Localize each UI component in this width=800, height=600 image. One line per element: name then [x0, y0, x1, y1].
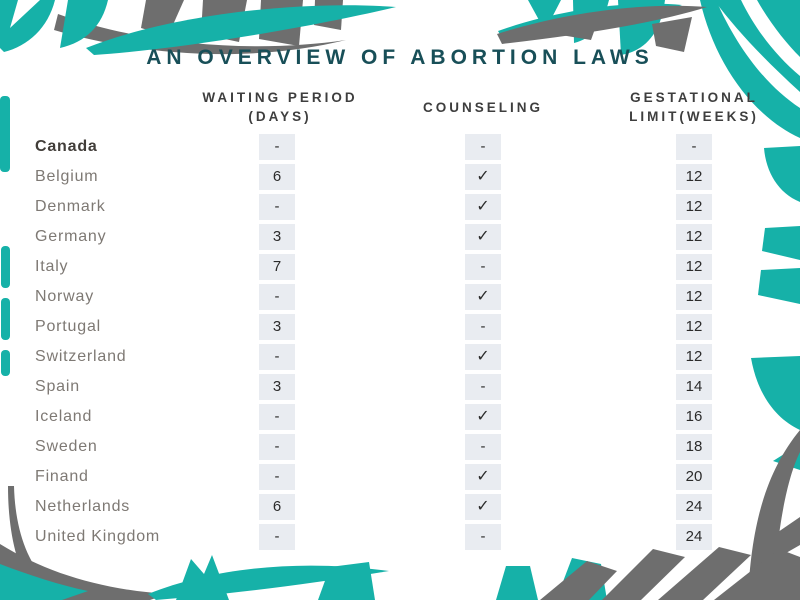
table-row: Belgium 6 ✓ 12 — [0, 162, 800, 192]
country-label: Finand — [35, 468, 89, 485]
waiting-period-value: - — [259, 344, 295, 370]
waiting-period-value: - — [259, 194, 295, 220]
column-header-line: (DAYS) — [248, 109, 312, 124]
counseling-check-icon: ✓ — [465, 494, 501, 520]
counseling-value: - — [465, 134, 501, 160]
counseling-check-icon: ✓ — [465, 224, 501, 250]
table-row: United Kingdom - - 24 — [0, 522, 800, 552]
counseling-value: - — [465, 524, 501, 550]
gestational-limit-value: 12 — [676, 194, 712, 220]
waiting-period-value: - — [259, 284, 295, 310]
table-row: Denmark - ✓ 12 — [0, 192, 800, 222]
country-label: Switzerland — [35, 348, 127, 365]
waiting-period-value: 6 — [259, 164, 295, 190]
counseling-check-icon: ✓ — [465, 164, 501, 190]
country-label: Iceland — [35, 408, 93, 425]
counseling-value: - — [465, 254, 501, 280]
country-label: Denmark — [35, 198, 106, 215]
column-header-line: COUNSELING — [422, 100, 543, 115]
counseling-check-icon: ✓ — [465, 404, 501, 430]
column-header-gestational-limit: GESTATIONAL LIMIT(WEEKS) — [584, 88, 800, 126]
counseling-check-icon: ✓ — [465, 284, 501, 310]
gestational-limit-value: 18 — [676, 434, 712, 460]
column-header-counseling: COUNSELING — [373, 98, 593, 117]
column-header-waiting-period: WAITING PERIOD (DAYS) — [170, 88, 390, 126]
waiting-period-value: - — [259, 524, 295, 550]
waiting-period-value: - — [259, 134, 295, 160]
country-label: Canada — [35, 138, 98, 155]
table-row: Germany 3 ✓ 12 — [0, 222, 800, 252]
table-row: Portugal 3 - 12 — [0, 312, 800, 342]
table-row: Netherlands 6 ✓ 24 — [0, 492, 800, 522]
country-label: Italy — [35, 258, 69, 275]
gestational-limit-value: 14 — [676, 374, 712, 400]
page-title: AN OVERVIEW OF ABORTION LAWS — [146, 46, 654, 69]
gestational-limit-value: 12 — [676, 254, 712, 280]
column-header-line: GESTATIONAL — [630, 90, 758, 105]
table-row: Spain 3 - 14 — [0, 372, 800, 402]
counseling-check-icon: ✓ — [465, 344, 501, 370]
waiting-period-value: 3 — [259, 224, 295, 250]
table-row: Canada - - - — [0, 132, 800, 162]
waiting-period-value: - — [259, 404, 295, 430]
country-label: Germany — [35, 228, 107, 245]
counseling-check-icon: ✓ — [465, 464, 501, 490]
waiting-period-value: 3 — [259, 314, 295, 340]
country-label: Netherlands — [35, 498, 131, 515]
country-label: Portugal — [35, 318, 101, 335]
table-row: Sweden - - 18 — [0, 432, 800, 462]
country-label: United Kingdom — [35, 528, 161, 545]
gestational-limit-value: 12 — [676, 314, 712, 340]
gestational-limit-value: 24 — [676, 524, 712, 550]
table-row: Italy 7 - 12 — [0, 252, 800, 282]
gestational-limit-value: 12 — [676, 224, 712, 250]
country-label: Spain — [35, 378, 80, 395]
column-header-line: LIMIT(WEEKS) — [629, 109, 759, 124]
counseling-value: - — [465, 314, 501, 340]
gestational-limit-value: 20 — [676, 464, 712, 490]
counseling-value: - — [465, 374, 501, 400]
table-row: Finand - ✓ 20 — [0, 462, 800, 492]
gestational-limit-value: 12 — [676, 344, 712, 370]
country-label: Norway — [35, 288, 95, 305]
country-label: Belgium — [35, 168, 99, 185]
gestational-limit-value: - — [676, 134, 712, 160]
column-header-line: WAITING PERIOD — [202, 90, 358, 105]
gestational-limit-value: 16 — [676, 404, 712, 430]
waiting-period-value: 7 — [259, 254, 295, 280]
waiting-period-value: 6 — [259, 494, 295, 520]
gestational-limit-value: 12 — [676, 164, 712, 190]
counseling-check-icon: ✓ — [465, 194, 501, 220]
counseling-value: - — [465, 434, 501, 460]
gestational-limit-value: 24 — [676, 494, 712, 520]
table-row: Norway - ✓ 12 — [0, 282, 800, 312]
waiting-period-value: - — [259, 434, 295, 460]
waiting-period-value: 3 — [259, 374, 295, 400]
table-body: Canada - - - Belgium 6 ✓ 12 Denmark - ✓ 12 Germany 3 ✓… — [0, 132, 800, 552]
table-row: Iceland - ✓ 16 — [0, 402, 800, 432]
gestational-limit-value: 12 — [676, 284, 712, 310]
table-row: Switzerland - ✓ 12 — [0, 342, 800, 372]
waiting-period-value: - — [259, 464, 295, 490]
country-label: Sweden — [35, 438, 98, 455]
